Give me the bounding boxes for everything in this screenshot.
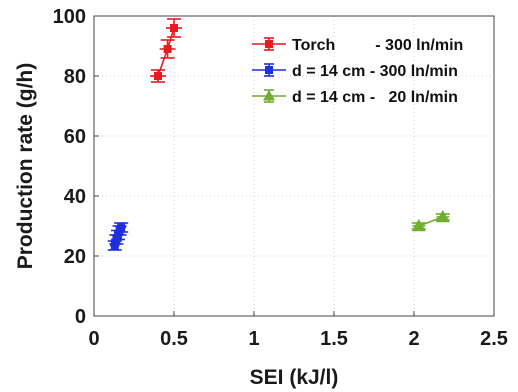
data-point: [117, 223, 126, 232]
data-point: [163, 45, 172, 53]
plot-area: [94, 16, 494, 316]
legend-marker: [263, 90, 275, 101]
legend-label: Torch - 300 ln/min: [292, 37, 463, 54]
legend-item: Torch - 300 ln/min: [252, 37, 463, 54]
y-tick-label: 60: [64, 126, 86, 148]
y-tick-label: 0: [75, 306, 86, 328]
series-2: [411, 210, 450, 232]
legend-marker: [265, 66, 273, 74]
y-axis-title: Production rate (g/h): [14, 63, 37, 270]
legend-item: d = 14 cm - 300 ln/min: [252, 63, 458, 80]
y-tick-label: 80: [64, 66, 86, 88]
x-tick-label: 1: [248, 328, 259, 350]
plot-frame: [93, 15, 495, 317]
data-point: [411, 219, 426, 232]
legend-marker: [265, 40, 273, 48]
series-1: [107, 222, 129, 251]
grid-lines: [94, 16, 494, 316]
x-tick-label: 0: [88, 328, 99, 350]
legend-item: d = 14 cm - 20 ln/min: [252, 89, 458, 106]
data-point: [154, 72, 162, 80]
y-tick-label: 40: [64, 186, 86, 208]
series-layer: [107, 18, 450, 251]
legend-label: d = 14 cm - 20 ln/min: [292, 89, 458, 106]
series-0: [150, 18, 182, 83]
x-tick-label: 2: [408, 328, 419, 350]
y-tick-label: 20: [64, 246, 86, 268]
y-tick-label: 100: [53, 6, 86, 28]
x-axis-title: SEI (kJ/l): [250, 366, 339, 389]
data-point: [170, 24, 178, 32]
x-tick-label: 1.5: [320, 328, 348, 350]
data-point: [110, 241, 119, 250]
axis-ticks: 0 0.5 1 1.5 2 2.5 0 20 40 60 80 100: [53, 6, 508, 350]
legend: Torch - 300 ln/min d = 14 cm - 300 ln/min…: [252, 37, 463, 106]
data-point: [435, 210, 450, 223]
x-tick-label: 0.5: [160, 328, 188, 350]
x-tick-label: 2.5: [480, 328, 508, 350]
legend-label: d = 14 cm - 300 ln/min: [292, 63, 458, 80]
